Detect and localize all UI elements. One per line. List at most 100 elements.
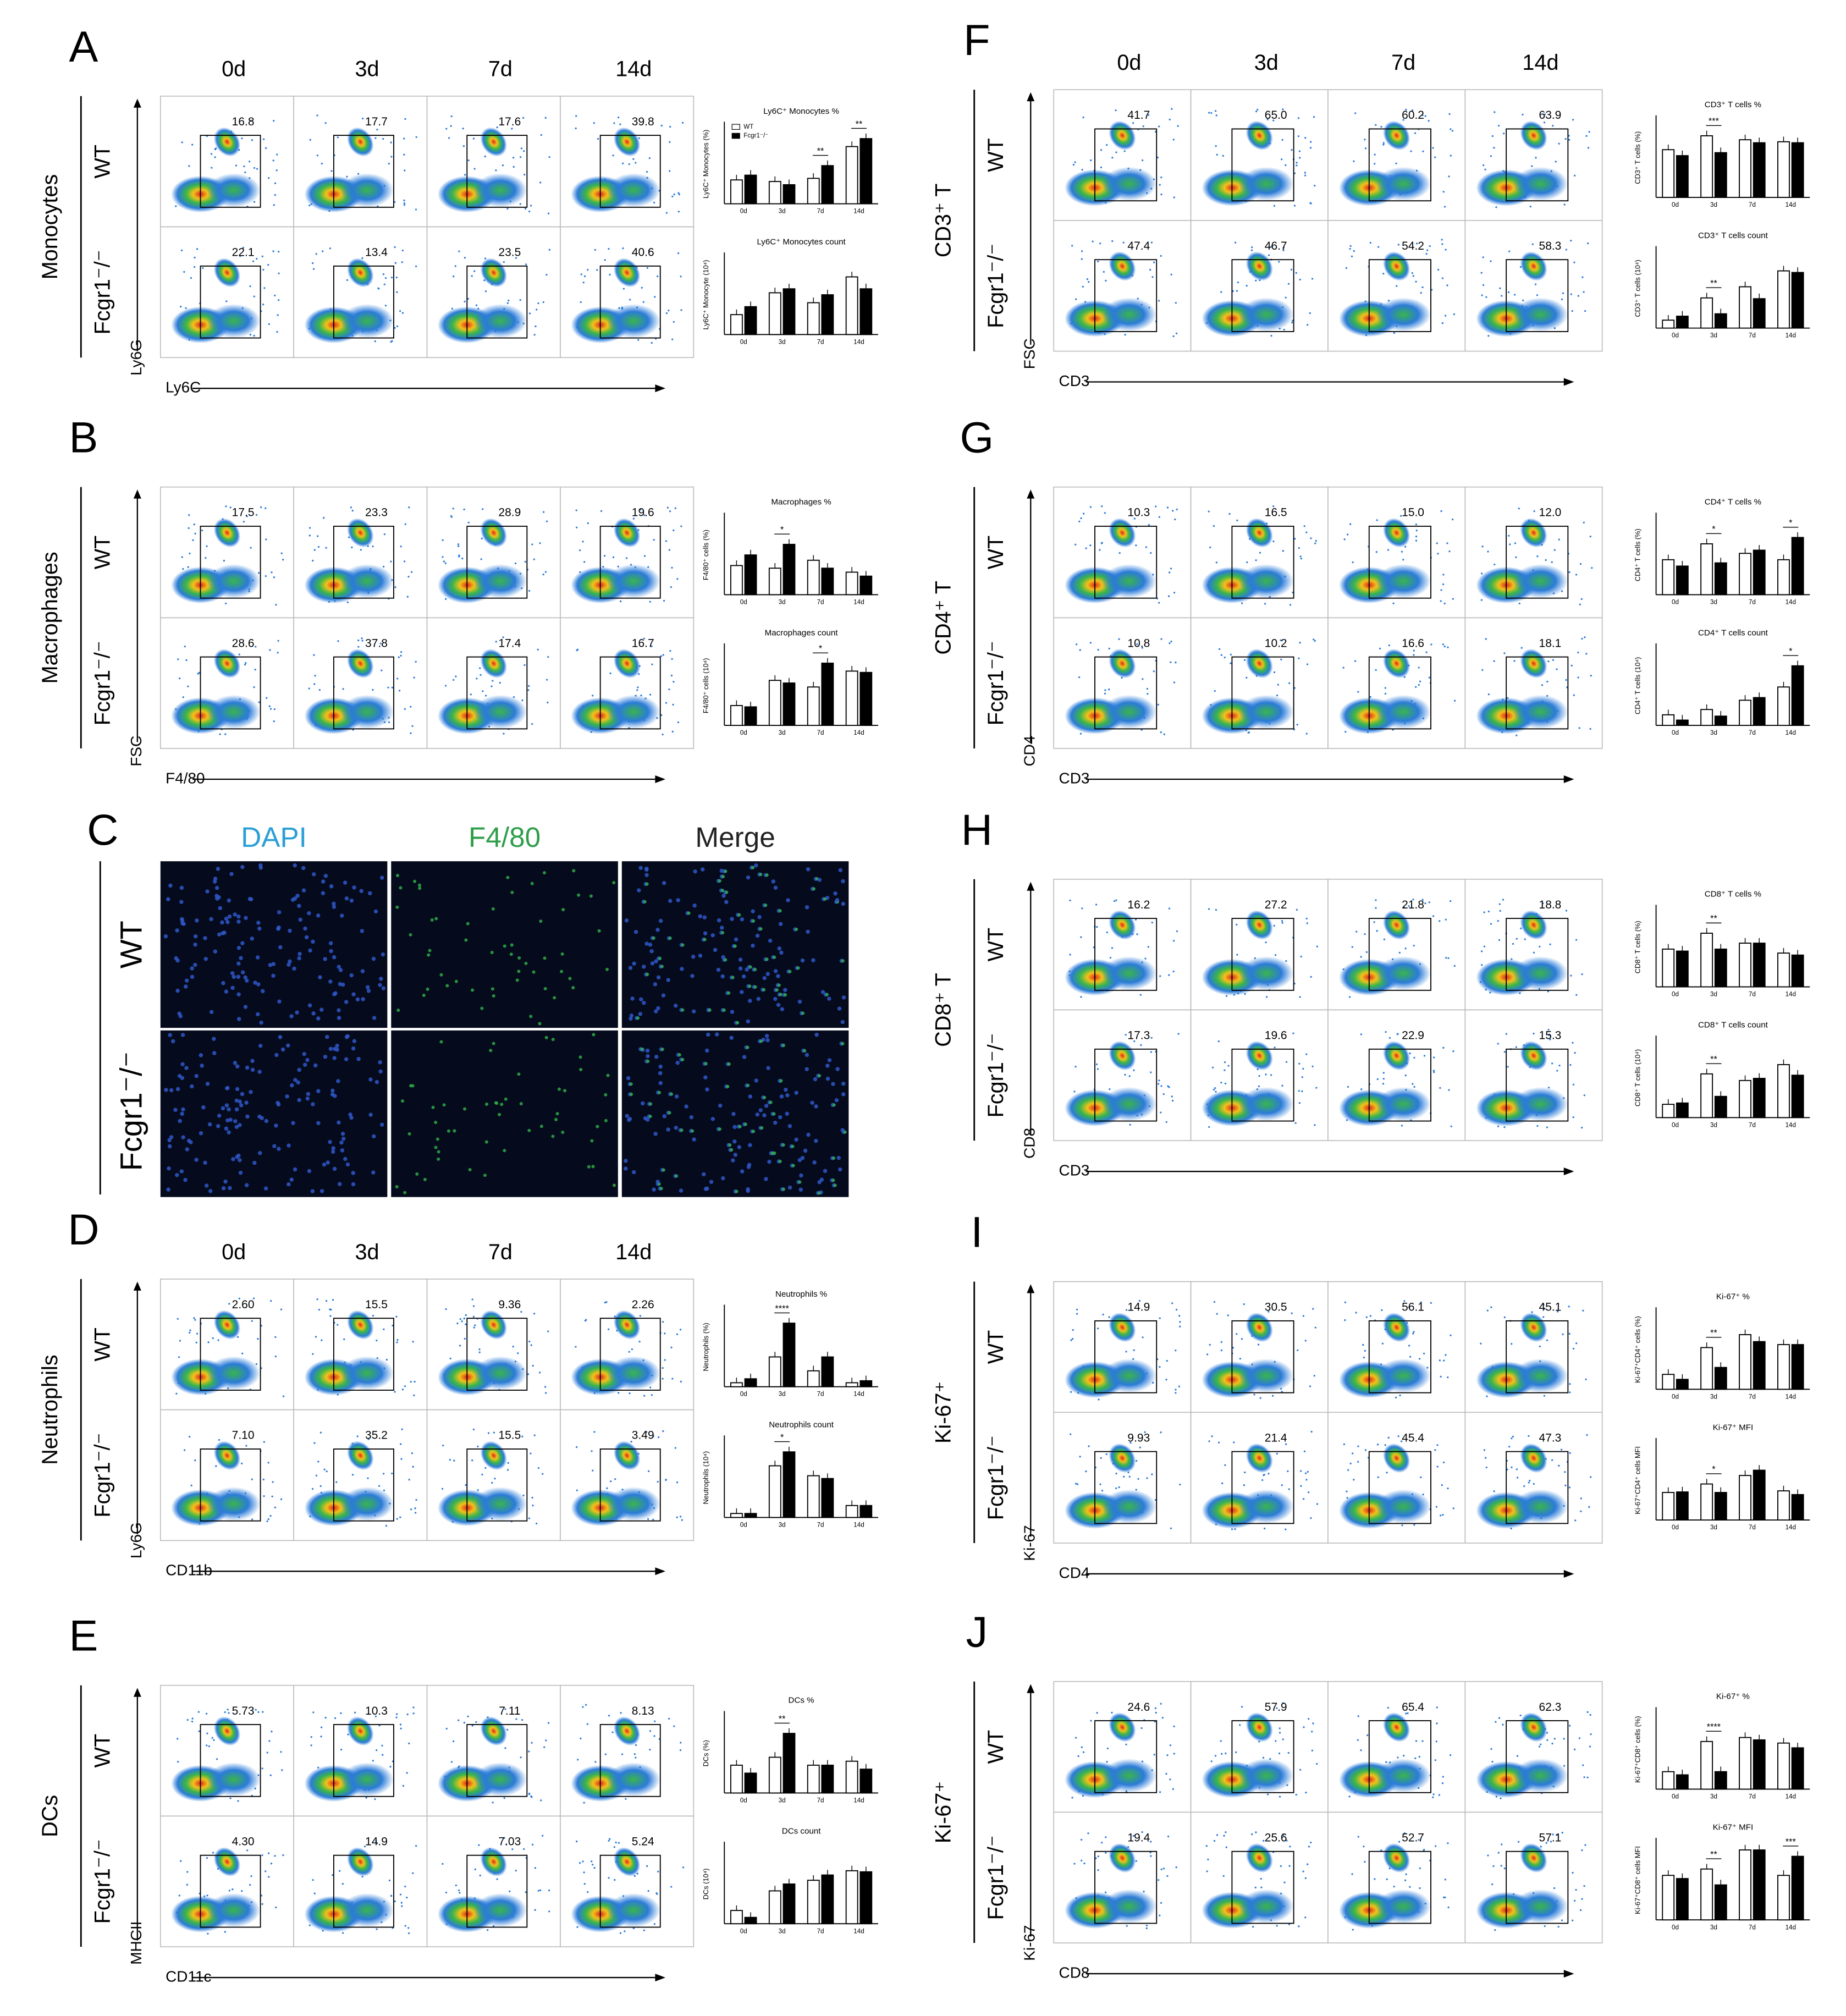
genotype-label: Fcgr1⁻/⁻ (984, 244, 1008, 328)
density-blob (1513, 298, 1568, 332)
event-dot (1564, 1471, 1566, 1473)
event-dot (1507, 291, 1510, 294)
event-dot (1409, 1886, 1411, 1888)
event-dot (313, 1442, 316, 1444)
event-dot (530, 205, 532, 207)
nucleus (626, 1076, 631, 1081)
event-dot (1299, 555, 1302, 558)
nucleus (245, 1065, 250, 1070)
event-dot (524, 207, 527, 210)
bar-y-label: CD8⁺ T cells (10⁴) (1633, 1049, 1641, 1106)
event-dot (319, 1431, 322, 1434)
bar-x-label: 7d (817, 1521, 824, 1528)
gate (1368, 1850, 1431, 1924)
event-dot (532, 1505, 534, 1507)
event-dot (1174, 518, 1176, 521)
genotype-label: WT (114, 921, 148, 968)
event-dot (1114, 900, 1116, 902)
event-dot (1552, 125, 1554, 127)
event-dot (653, 201, 655, 204)
nucleus (227, 1107, 231, 1112)
density-blob (1520, 1313, 1547, 1342)
bar (1791, 537, 1804, 596)
event-dot (1100, 166, 1103, 169)
event-dot (323, 1468, 326, 1470)
gate (200, 656, 261, 730)
bar-x-label: 0d (1672, 201, 1679, 208)
f480-signal (572, 869, 576, 873)
event-dot (1167, 1085, 1169, 1087)
event-dot (258, 701, 260, 703)
bar-x-label: 3d (1710, 1393, 1717, 1400)
nucleus (288, 928, 292, 933)
event-dot (1528, 1435, 1530, 1437)
event-dot (1575, 1889, 1577, 1891)
event-dot (1520, 647, 1523, 649)
event-dot (1115, 151, 1117, 153)
event-dot (1588, 1506, 1590, 1508)
event-dot (1298, 657, 1300, 659)
event-dot (251, 1478, 253, 1480)
nucleus (319, 1189, 324, 1193)
nucleus (786, 898, 790, 902)
event-dot (608, 1839, 610, 1842)
f480-signal (489, 1049, 493, 1053)
event-dot (620, 1712, 622, 1714)
bar (1753, 1469, 1766, 1521)
event-dot (635, 1744, 637, 1747)
event-dot (1299, 157, 1301, 159)
bar (744, 554, 757, 596)
event-dot (495, 641, 497, 643)
event-dot (372, 1760, 374, 1762)
event-dot (1382, 142, 1385, 144)
bar-x-label: 14d (853, 338, 864, 345)
event-dot (611, 1731, 614, 1733)
bar (859, 138, 873, 205)
f480-signal (480, 1006, 484, 1010)
nucleus (755, 933, 760, 938)
f480-signal (765, 957, 769, 961)
event-dot (444, 685, 447, 687)
bar (1753, 697, 1766, 726)
event-dot (372, 1314, 374, 1317)
sig-label: ** (779, 1714, 786, 1724)
bar (1791, 1344, 1804, 1390)
event-dot (1105, 1836, 1107, 1838)
event-dot (617, 565, 619, 568)
density-blob (213, 518, 241, 548)
nucleus (371, 956, 376, 961)
density-blob (1246, 648, 1273, 679)
event-dot (263, 138, 265, 140)
nucleus (286, 1182, 291, 1187)
nucleus (194, 1158, 199, 1162)
event-dot (1224, 1061, 1226, 1064)
event-dot (1480, 572, 1483, 575)
event-dot (309, 139, 311, 141)
event-dot (408, 1742, 410, 1745)
density-blob (1101, 1758, 1157, 1793)
f480-signal (519, 1102, 523, 1106)
gate (333, 135, 394, 208)
f480-signal (422, 993, 426, 997)
event-dot (1159, 184, 1161, 186)
event-dot (382, 1754, 384, 1756)
event-dot (280, 1751, 282, 1753)
event-dot (376, 129, 378, 131)
event-dot (1430, 1302, 1432, 1304)
density-blob (607, 1486, 660, 1521)
event-dot (1159, 1791, 1161, 1793)
event-dot (454, 265, 456, 267)
event-dot (410, 571, 413, 573)
event-dot (1160, 1902, 1162, 1904)
event-dot (1081, 1859, 1083, 1862)
density-blob (473, 695, 527, 729)
event-dot (676, 1481, 679, 1484)
nucleus (261, 989, 265, 994)
y-arrowhead (1027, 1284, 1035, 1293)
event-dot (1159, 1914, 1161, 1916)
event-dot (1082, 513, 1085, 515)
density-blob (347, 127, 374, 157)
event-dot (492, 1802, 494, 1804)
event-dot (1158, 602, 1160, 604)
nucleus (325, 1034, 329, 1039)
